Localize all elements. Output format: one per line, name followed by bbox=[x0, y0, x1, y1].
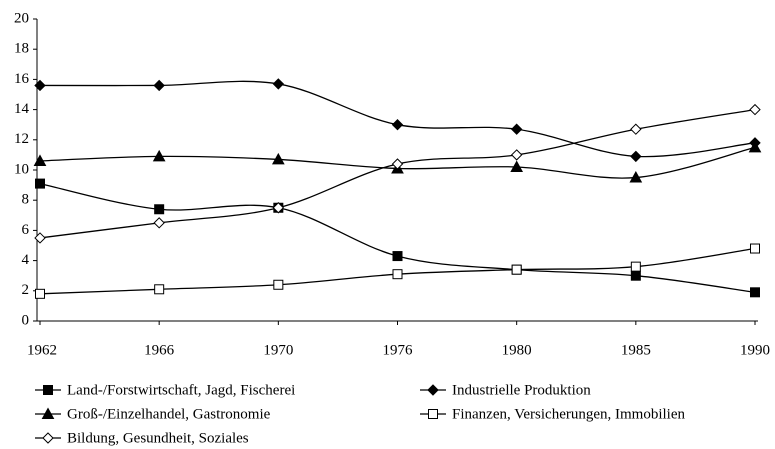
x-tick-label: 1985 bbox=[621, 342, 651, 358]
data-point bbox=[271, 152, 285, 165]
data-point bbox=[34, 79, 46, 92]
data-point bbox=[391, 158, 404, 170]
data-point bbox=[510, 123, 523, 135]
data-point bbox=[748, 140, 762, 153]
data-point bbox=[33, 154, 47, 166]
y-tick-label: 8 bbox=[22, 192, 30, 208]
data-point bbox=[391, 118, 404, 131]
data-point bbox=[152, 149, 166, 162]
legend-label: Bildung, Gesundheit, Soziales bbox=[67, 430, 249, 446]
legend-marker bbox=[42, 432, 54, 444]
y-tick-label: 6 bbox=[22, 222, 30, 238]
x-tick-label: 1990 bbox=[740, 342, 770, 358]
x-tick-label: 1970 bbox=[263, 342, 293, 358]
data-point bbox=[273, 279, 284, 290]
legend-marker bbox=[43, 385, 53, 395]
data-point bbox=[153, 79, 165, 92]
data-point bbox=[510, 149, 523, 161]
data-point bbox=[34, 232, 46, 244]
data-point bbox=[630, 123, 642, 135]
x-tick-label: 1962 bbox=[27, 342, 57, 358]
y-tick-label: 20 bbox=[14, 10, 29, 26]
y-tick-label: 10 bbox=[14, 161, 29, 177]
y-tick-label: 0 bbox=[22, 312, 30, 328]
data-point bbox=[154, 204, 165, 215]
legend-marker bbox=[41, 407, 55, 419]
y-tick-label: 4 bbox=[22, 252, 30, 268]
data-point bbox=[153, 217, 165, 229]
y-tick-label: 14 bbox=[14, 101, 30, 117]
data-point bbox=[272, 202, 285, 214]
data-point bbox=[272, 78, 285, 90]
data-point bbox=[630, 270, 641, 281]
data-point bbox=[630, 261, 641, 272]
y-tick-label: 12 bbox=[14, 131, 29, 147]
y-tick-label: 18 bbox=[14, 41, 29, 57]
y-tick-label: 2 bbox=[22, 282, 30, 298]
data-point bbox=[750, 287, 760, 298]
data-point bbox=[35, 178, 45, 189]
data-point bbox=[630, 150, 642, 163]
legend-label: Industrielle Produktion bbox=[452, 382, 591, 398]
y-tick-label: 16 bbox=[14, 71, 30, 87]
data-point bbox=[510, 160, 524, 172]
legend-label: Land-/Forstwirtschaft, Jagd, Fischerei bbox=[67, 382, 295, 398]
legend-marker bbox=[427, 384, 439, 396]
x-tick-label: 1976 bbox=[383, 342, 414, 358]
data-point bbox=[154, 284, 165, 295]
legend-label: Groß-/Einzelhandel, Gastronomie bbox=[67, 406, 271, 422]
legend-label: Finanzen, Versicherungen, Immobilien bbox=[452, 406, 685, 422]
data-point bbox=[392, 251, 403, 262]
data-point bbox=[750, 243, 760, 254]
data-point bbox=[35, 288, 45, 299]
data-point bbox=[511, 264, 522, 275]
x-tick-label: 1980 bbox=[502, 342, 532, 358]
data-point bbox=[749, 103, 761, 116]
data-point bbox=[392, 269, 403, 280]
data-point bbox=[629, 171, 643, 183]
x-tick-label: 1966 bbox=[144, 342, 175, 358]
legend-marker bbox=[428, 409, 438, 419]
